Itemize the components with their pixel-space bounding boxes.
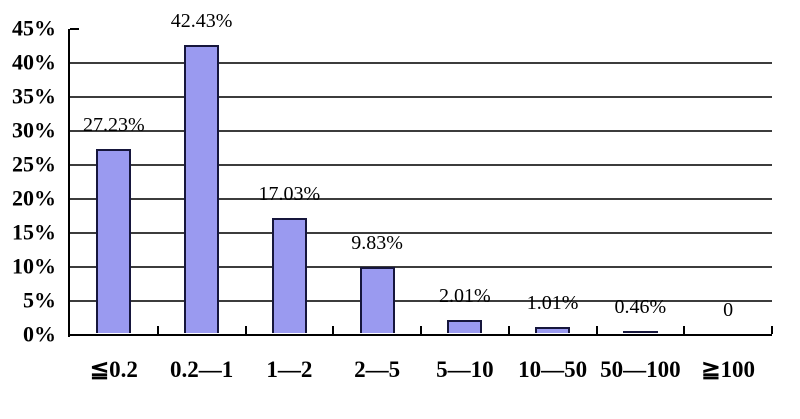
- x-axis-tick: [595, 326, 598, 334]
- gridline: [70, 164, 772, 166]
- y-tick-label: 15%: [12, 219, 56, 245]
- gridline: [70, 232, 772, 234]
- bar: [447, 320, 483, 333]
- bar-data-label: 0.46%: [614, 295, 667, 318]
- y-tick-label: 35%: [12, 83, 56, 109]
- y-tick-label: 10%: [12, 253, 56, 279]
- x-axis-tick: [771, 326, 773, 334]
- gridline: [70, 96, 772, 98]
- bar-data-label: 17.03%: [258, 183, 321, 206]
- x-axis-tick: [156, 326, 159, 334]
- y-tick-label: 25%: [12, 151, 56, 177]
- bar: [535, 327, 571, 333]
- x-category-label: 10—50: [518, 357, 588, 382]
- y-tick-label: 45%: [12, 15, 56, 41]
- bar-data-label: 2.01%: [439, 285, 491, 308]
- bar: [359, 267, 395, 333]
- x-axis-line: [68, 334, 772, 336]
- x-axis-tick: [507, 326, 510, 334]
- x-axis-tick: [244, 326, 247, 334]
- x-axis-tick: [683, 326, 686, 334]
- y-tick-label: 0%: [23, 321, 56, 347]
- y-axis-line: [68, 29, 70, 337]
- x-axis-tick: [420, 326, 422, 334]
- bar-data-label: 0: [723, 299, 734, 321]
- x-category-label: 0.2—1: [170, 357, 234, 382]
- x-category-label: 2—5: [354, 357, 401, 382]
- gridline: [70, 300, 772, 302]
- gridline: [70, 266, 772, 268]
- bar-data-label: 42.43%: [170, 10, 233, 33]
- bar: [622, 330, 658, 333]
- bar-data-label: 1.01%: [526, 292, 579, 315]
- bar-data-label: 9.83%: [351, 232, 403, 255]
- x-category-label: 1—2: [266, 357, 313, 382]
- bar: [184, 45, 220, 333]
- gridline: [70, 130, 772, 132]
- y-tick-label: 5%: [23, 287, 56, 313]
- x-category-label: 5—10: [436, 357, 494, 382]
- y-tick-label: 30%: [12, 117, 56, 143]
- x-category-label: ≦0.2: [89, 357, 138, 382]
- bar: [96, 148, 132, 333]
- y-tick-label: 20%: [12, 185, 56, 211]
- y-axis-top-tick: [70, 28, 79, 30]
- bar: [271, 218, 307, 333]
- gridline: [70, 62, 772, 64]
- x-category-label: 50—100: [600, 357, 681, 382]
- y-tick-label: 40%: [12, 49, 56, 75]
- gridline: [70, 198, 772, 200]
- bar-data-label: 27.23%: [83, 113, 145, 136]
- x-category-label: ≧100: [701, 357, 756, 382]
- x-axis-tick: [332, 326, 335, 334]
